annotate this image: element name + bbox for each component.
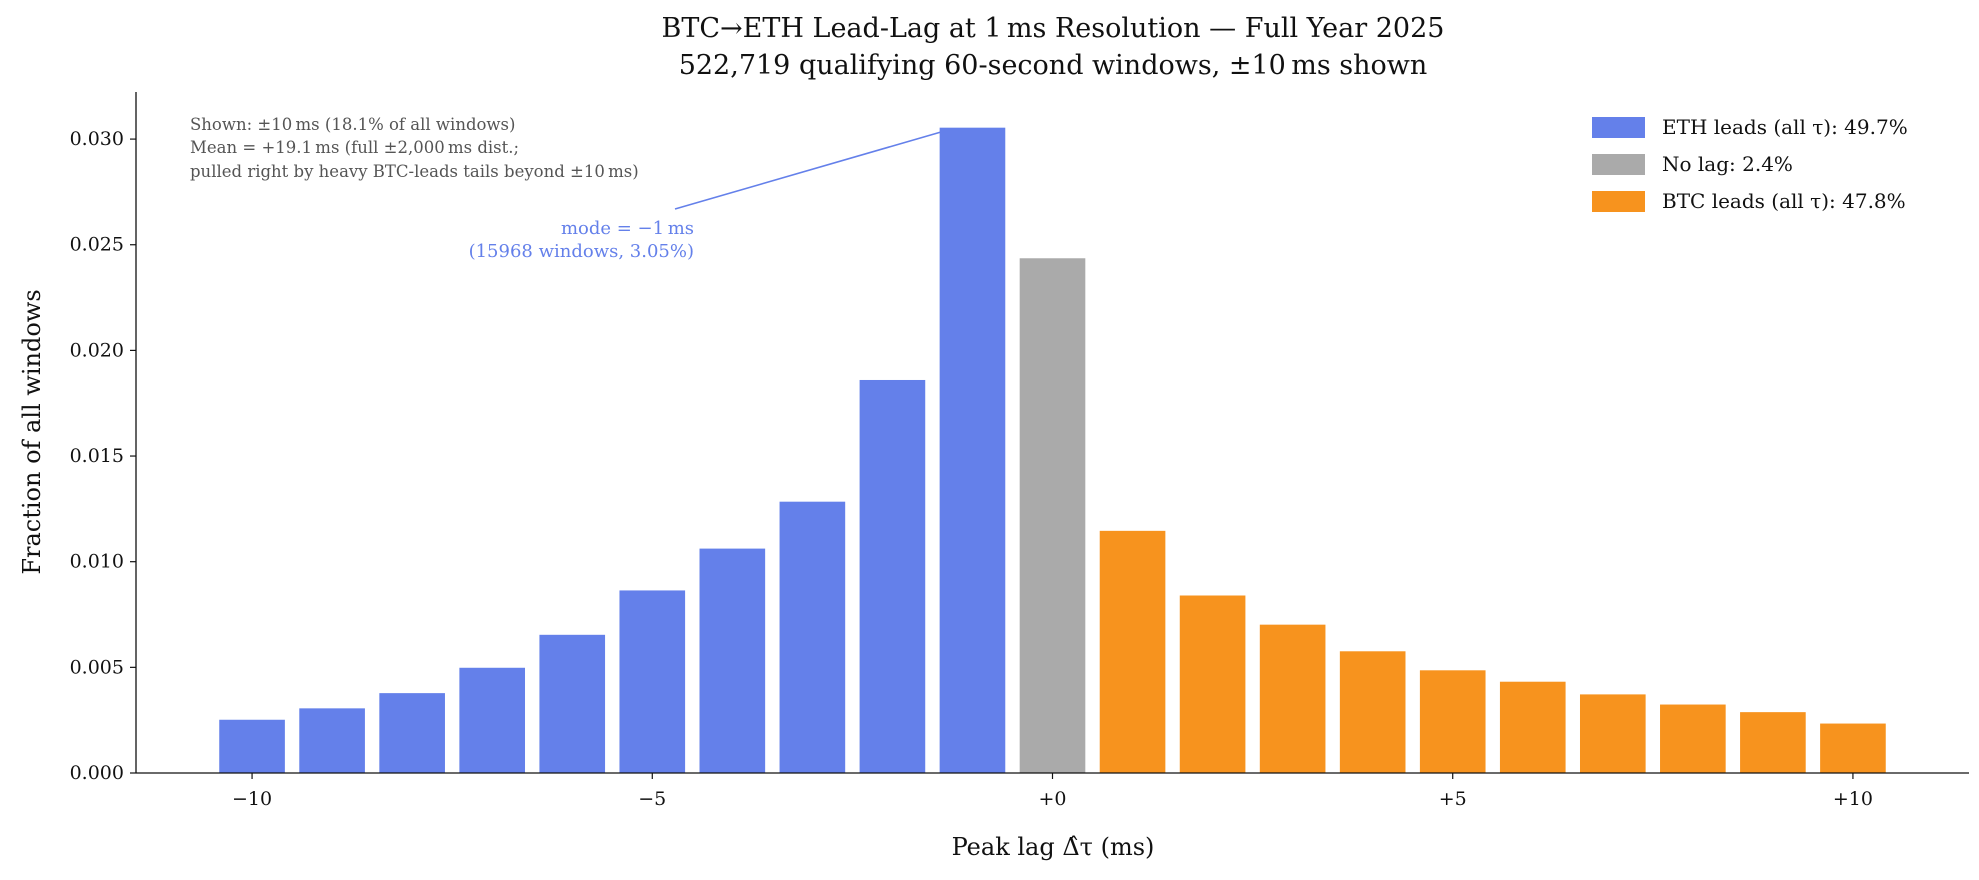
mode-annotation-arrow — [674, 131, 942, 210]
mode-annotation-line-2: (15968 windows, 3.05%) — [469, 241, 694, 262]
chart-title: BTC→ETH Lead-Lag at 1 ms Resolution — Fu… — [662, 13, 1445, 44]
bar-lag--8 — [379, 693, 445, 773]
legend-swatch-btc-leads — [1592, 191, 1645, 212]
bar-lag--3 — [779, 501, 846, 773]
bar-lag-6 — [1499, 681, 1566, 773]
y-tick-label: 0.015 — [70, 445, 124, 467]
x-axis-label: Peak lag Δ̂τ (ms) — [952, 833, 1155, 861]
bar-lag-0 — [1019, 258, 1086, 774]
y-tick-label: 0.000 — [70, 762, 124, 784]
bar-lag--9 — [299, 708, 365, 773]
legend-label-no-lag: No lag: 2.4% — [1662, 152, 1793, 176]
y-tick-label: 0.020 — [70, 339, 124, 361]
legend-swatch-eth-leads — [1592, 117, 1645, 138]
x-tick-label: +10 — [1833, 788, 1873, 810]
x-tick-label: −5 — [638, 788, 666, 810]
y-ticks: 0.000 0.005 0.010 0.015 0.020 0.025 0.030 — [70, 128, 136, 784]
legend-swatch-no-lag — [1592, 154, 1645, 175]
bars — [219, 127, 1886, 774]
legend: ETH leads (all τ): 49.7% No lag: 2.4% BT… — [1592, 115, 1908, 213]
info-annotation-line-3: pulled right by heavy BTC-leads tails be… — [190, 162, 639, 181]
bar-lag-7 — [1579, 694, 1646, 773]
bar-lag--2 — [859, 379, 926, 773]
bar-lag--5 — [619, 590, 686, 773]
bar-lag-8 — [1660, 704, 1726, 773]
bar-lag-4 — [1339, 651, 1406, 773]
mode-annotation-line-1: mode = −1 ms — [561, 218, 694, 239]
bar-lag--6 — [539, 634, 606, 773]
bar-lag-3 — [1259, 624, 1326, 773]
bar-lag--7 — [459, 667, 526, 773]
x-tick-label: +0 — [1038, 788, 1066, 810]
y-tick-label: 0.005 — [70, 656, 124, 678]
info-annotation-line-1: Shown: ±10 ms (18.1% of all windows) — [190, 115, 515, 134]
bar-lag--10 — [219, 719, 285, 773]
bar-lag--1 — [939, 127, 1006, 774]
y-tick-label: 0.025 — [70, 234, 124, 256]
legend-label-btc-leads: BTC leads (all τ): 47.8% — [1662, 189, 1906, 213]
chart-subtitle: 522,719 qualifying 60-second windows, ±1… — [679, 50, 1428, 81]
bar-lag--4 — [699, 548, 766, 773]
x-tick-label: +5 — [1439, 788, 1467, 810]
x-ticks: −10 −5 +0 +5 +10 — [232, 773, 1873, 810]
x-tick-label: −10 — [232, 788, 272, 810]
y-tick-label: 0.030 — [70, 128, 124, 150]
bar-lag-1 — [1099, 530, 1166, 773]
info-annotation-line-2: Mean = +19.1 ms (full ±2,000 ms dist.; — [190, 138, 519, 157]
y-tick-label: 0.010 — [70, 551, 124, 573]
bar-lag-5 — [1419, 670, 1486, 773]
bar-lag-2 — [1179, 595, 1246, 773]
bar-lag-10 — [1820, 723, 1886, 773]
y-axis-label: Fraction of all windows — [18, 289, 46, 574]
bar-lag-9 — [1740, 712, 1806, 773]
legend-label-eth-leads: ETH leads (all τ): 49.7% — [1662, 115, 1908, 139]
